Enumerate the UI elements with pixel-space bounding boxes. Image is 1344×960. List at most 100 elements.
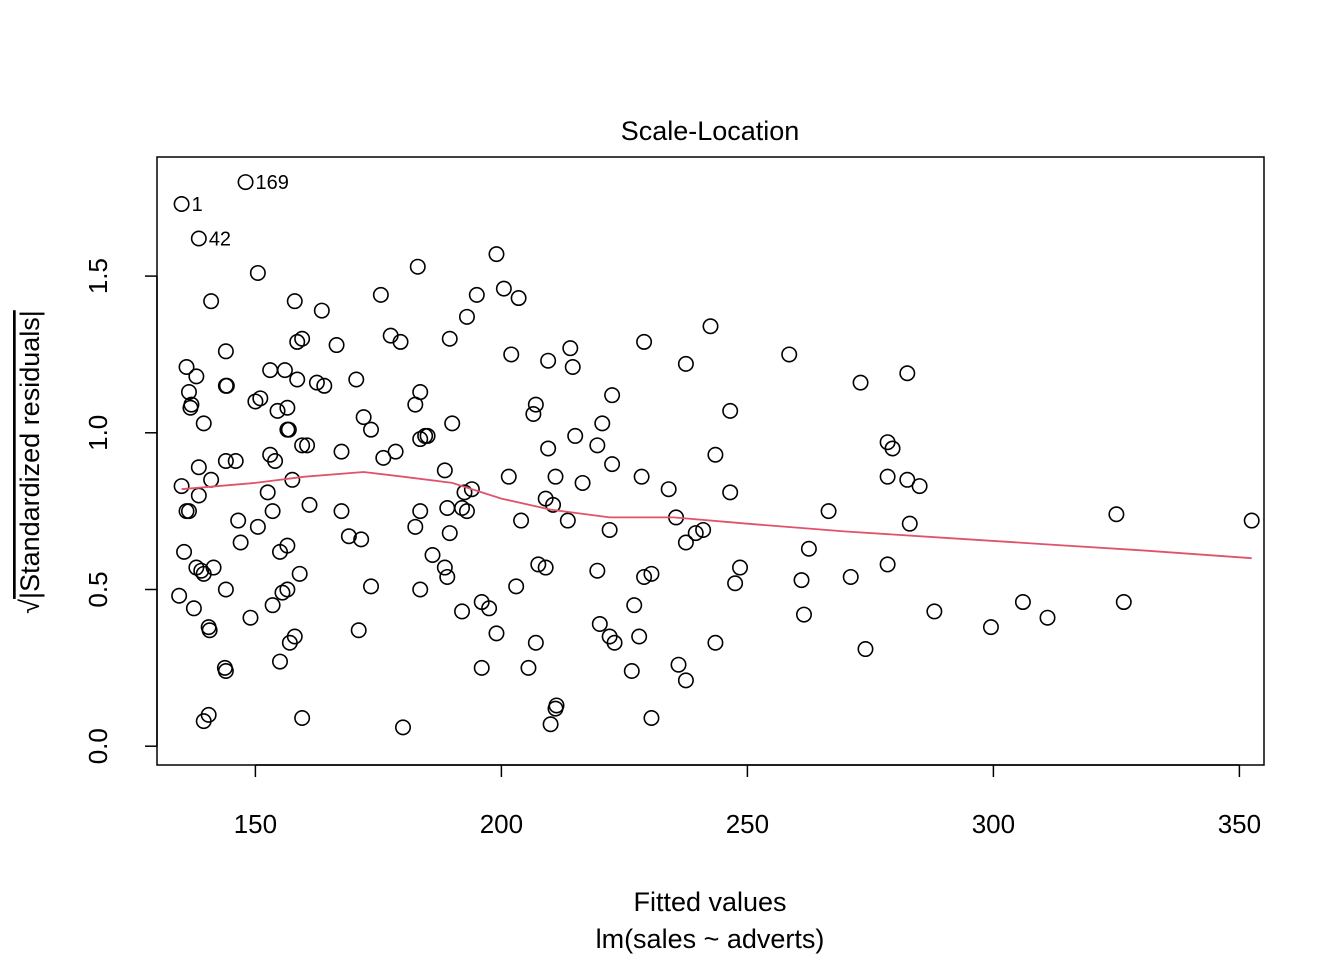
data-point [510,290,527,307]
data-point [252,390,269,407]
data-point [901,515,918,532]
data-point [217,581,234,598]
data-point [604,387,621,404]
data-point [353,531,370,548]
data-point [259,484,276,501]
data-point [363,421,380,438]
data-point [279,399,296,416]
chart-title: Scale-Location [621,116,800,146]
data-point [269,402,286,419]
data-point [313,302,330,319]
data-point [707,634,724,651]
data-point [201,622,218,639]
data-point [473,659,490,676]
data-point [203,471,220,488]
data-point [564,358,581,375]
y-axis-label: √|Standardized residuals| [15,310,45,614]
data-point [441,330,458,347]
data-point [633,468,650,485]
data-point [574,474,591,491]
x-axis: 150 200 250 300 350 [234,764,1261,839]
x-tick-label: 150 [234,809,277,839]
data-point [677,672,694,689]
y-tick-label: 0.0 [83,728,113,764]
data-point [294,330,311,347]
data-point [732,559,749,576]
data-point [547,468,564,485]
data-point [911,478,928,495]
data-point [626,597,643,614]
data-point [316,377,333,394]
data-point [879,556,896,573]
data-point [454,500,471,517]
data-point [176,543,193,560]
data-point [540,440,557,457]
data-point [424,547,441,564]
data-point [264,503,281,520]
data-point [444,415,461,432]
data-point [439,568,456,585]
data-point [249,518,266,535]
data-point [481,600,498,617]
data-point [468,286,485,303]
data-point [363,578,380,595]
data-point [217,343,234,360]
data-point [1115,594,1132,611]
data-point [264,597,281,614]
data-point [513,512,530,529]
data-point [182,399,199,416]
data-point [279,537,296,554]
data-point [670,656,687,673]
data-point [727,575,744,592]
data-point [412,503,429,520]
data-point [500,468,517,485]
data-point [232,534,249,551]
data-point [190,487,207,504]
data-point [982,619,999,636]
y-axis-label-text: |Standardized residuals| [15,310,45,599]
data-point [643,709,660,726]
point-label: 169 [256,172,289,194]
data-point [249,264,266,281]
data-point [190,459,207,476]
data-point [525,405,542,422]
data-point [852,374,869,391]
data-point [173,478,190,495]
data-point [530,556,547,573]
data-point [412,581,429,598]
x-tick-label: 250 [726,809,769,839]
data-point [281,634,298,651]
data-point [695,521,712,538]
data-point [687,525,704,542]
data-point [463,481,480,498]
data-point [1039,609,1056,626]
data-point [185,600,202,617]
x-axis-label: Fitted values [633,887,786,917]
lowess-smoother-line [181,471,1252,560]
data-points [171,174,1260,736]
data-point [392,333,409,350]
data-point [458,308,475,325]
data-point [217,452,234,469]
data-point [227,452,244,469]
point-label: 1 [192,194,203,216]
data-point [857,641,874,658]
data-point [441,525,458,542]
data-point [454,603,471,620]
data-point [294,437,311,454]
data-point [180,384,197,401]
data-point [355,409,372,426]
y-axis-label-group: √|Standardized residuals| [15,310,45,614]
data-point [333,503,350,520]
data-point [899,365,916,382]
data-point [559,512,576,529]
data-point [879,468,896,485]
data-point [1108,506,1125,523]
data-point [271,653,288,670]
data-point [545,496,562,513]
data-point [793,572,810,589]
data-point [178,358,195,375]
data-point [436,462,453,479]
data-point [926,603,943,620]
data-point [216,659,233,676]
